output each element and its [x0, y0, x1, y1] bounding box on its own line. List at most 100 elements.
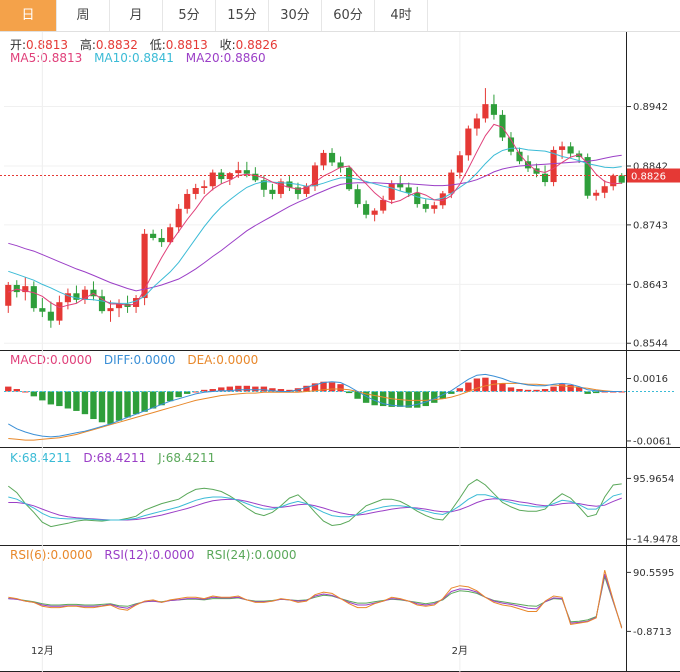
candle-body [337, 162, 344, 168]
macd-bar [311, 383, 319, 392]
ma20-label: MA20: [185, 51, 224, 65]
candle-body [73, 293, 80, 300]
candle-body [260, 180, 267, 190]
candle-body [64, 293, 71, 303]
candle-body [550, 149, 557, 183]
tabs-divider [0, 31, 680, 32]
tab-4hour[interactable]: 4时 [375, 0, 428, 31]
rsi-tick-label: 90.5595 [633, 568, 674, 579]
tab-day[interactable]: 日 [0, 0, 57, 31]
macd-bar [499, 383, 506, 392]
high-value: 0.8832 [95, 38, 138, 52]
candle-body [235, 170, 242, 174]
candle-body [209, 172, 216, 187]
macd-bar [141, 391, 148, 412]
macd-bar [218, 387, 225, 392]
high-label: 高: [79, 38, 96, 52]
candle-body [5, 284, 12, 306]
candle-body [243, 170, 250, 174]
candle-body [150, 233, 157, 238]
ma10-label: MA10: [94, 51, 132, 65]
candle-body [158, 237, 165, 243]
candle-body [133, 298, 140, 307]
diff-line [8, 373, 622, 438]
candle-body [567, 146, 574, 154]
macd-bar [39, 391, 46, 401]
candle-body [98, 296, 106, 312]
candle-body [388, 183, 395, 200]
k-label: K:68.4211 [10, 451, 72, 465]
macd-bar [252, 386, 259, 392]
candle-body [610, 175, 617, 187]
tab-15min[interactable]: 15分 [216, 0, 269, 31]
macd-bar [158, 391, 165, 406]
ohlc-legend: 开:0.8813 高:0.8832 低:0.8813 收:0.8826 [10, 36, 286, 53]
candlestick-chart[interactable]: 12月 2月 0.8942 0.8842 0.8743 0.8643 0.8544 0.882… [0, 32, 680, 672]
tab-60min[interactable]: 60分 [322, 0, 375, 31]
candle-body [482, 104, 489, 119]
candle-body [473, 118, 480, 129]
candle-body [465, 128, 472, 156]
candle-body [448, 172, 455, 194]
diff-label: DIFF:0.0000 [103, 353, 176, 367]
macd-bar [183, 391, 191, 394]
tab-5min[interactable]: 5分 [163, 0, 216, 31]
candle-body [277, 181, 284, 194]
low-value: 0.8813 [165, 38, 208, 52]
dea-label: DEA:0.0000 [187, 353, 259, 367]
price-tick-label: 0.8643 [633, 280, 668, 291]
kdj-tick-label: 95.9654 [633, 474, 674, 485]
candle-body [541, 173, 549, 183]
macd-bar [414, 391, 421, 408]
ma10-value: 0.8841 [131, 51, 174, 65]
ma-legend: MA5:0.8813 MA10:0.8841 MA20:0.8860 [10, 51, 274, 65]
macd-bar [124, 391, 131, 418]
price-tick-label: 0.8544 [633, 339, 668, 350]
candle-body [39, 308, 46, 312]
rsi12-line [8, 573, 623, 628]
candle-body [601, 186, 608, 193]
ma10-line [8, 147, 622, 304]
candle-body [456, 155, 463, 173]
macd-bar [192, 391, 199, 393]
rsi24-line [8, 574, 623, 628]
macd-bar [277, 389, 285, 392]
macd-bar [354, 391, 361, 399]
tab-30min[interactable]: 30分 [269, 0, 322, 31]
candle-body [507, 137, 515, 152]
candle-body [320, 152, 327, 166]
candle-body [490, 104, 497, 115]
candle-body [431, 205, 438, 209]
macd-bar [371, 391, 378, 406]
tab-week[interactable]: 周 [57, 0, 110, 31]
candle-body [371, 210, 378, 215]
rsi-legend: RSI(6):0.0000 RSI(12):0.0000 RSI(24):0.0… [10, 548, 305, 562]
ma5-line [8, 123, 622, 309]
macd-bar [456, 388, 464, 392]
macd-bar [64, 391, 72, 409]
candle-body [584, 157, 591, 196]
candle-body [115, 303, 123, 309]
tab-month[interactable]: 月 [110, 0, 163, 31]
candle-body [184, 193, 191, 209]
macd-bar [209, 389, 216, 392]
macd-tick-label: 0.0016 [633, 374, 668, 385]
macd-bar [56, 391, 63, 407]
macd-bar [235, 385, 242, 392]
candle-body [303, 186, 310, 194]
candle-body [192, 188, 199, 194]
close-value: 0.8826 [235, 38, 278, 52]
candle-body [311, 165, 319, 187]
candle-body [175, 208, 182, 228]
macd-bar [260, 386, 268, 392]
macd-bar [286, 389, 293, 392]
macd-bar [132, 391, 140, 415]
macd-bar [507, 387, 515, 392]
candle-body [397, 183, 404, 188]
macd-bar [98, 391, 106, 423]
macd-bar [431, 391, 438, 403]
candle-body [13, 284, 20, 293]
macd-bar [5, 386, 12, 392]
macd-bar [405, 391, 412, 408]
ma5-label: MA5: [10, 51, 41, 65]
